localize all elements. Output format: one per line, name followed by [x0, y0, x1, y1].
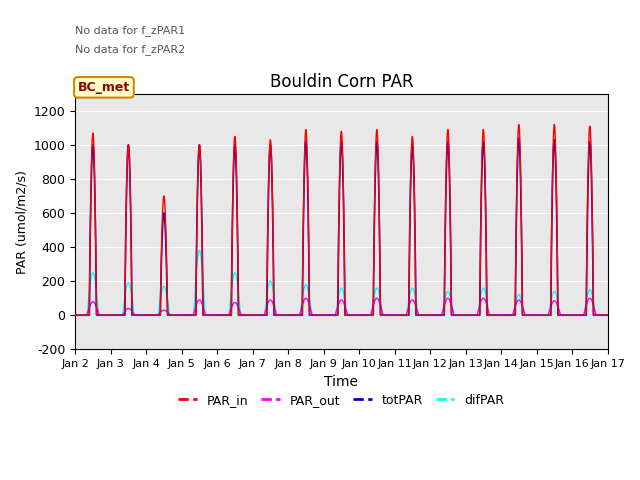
X-axis label: Time: Time: [324, 374, 358, 389]
Text: No data for f_zPAR1: No data for f_zPAR1: [75, 24, 185, 36]
Text: BC_met: BC_met: [78, 81, 130, 94]
Legend: PAR_in, PAR_out, totPAR, difPAR: PAR_in, PAR_out, totPAR, difPAR: [173, 389, 509, 412]
Title: Bouldin Corn PAR: Bouldin Corn PAR: [269, 73, 413, 91]
Text: No data for f_zPAR2: No data for f_zPAR2: [75, 44, 186, 55]
Y-axis label: PAR (umol/m2/s): PAR (umol/m2/s): [15, 169, 28, 274]
